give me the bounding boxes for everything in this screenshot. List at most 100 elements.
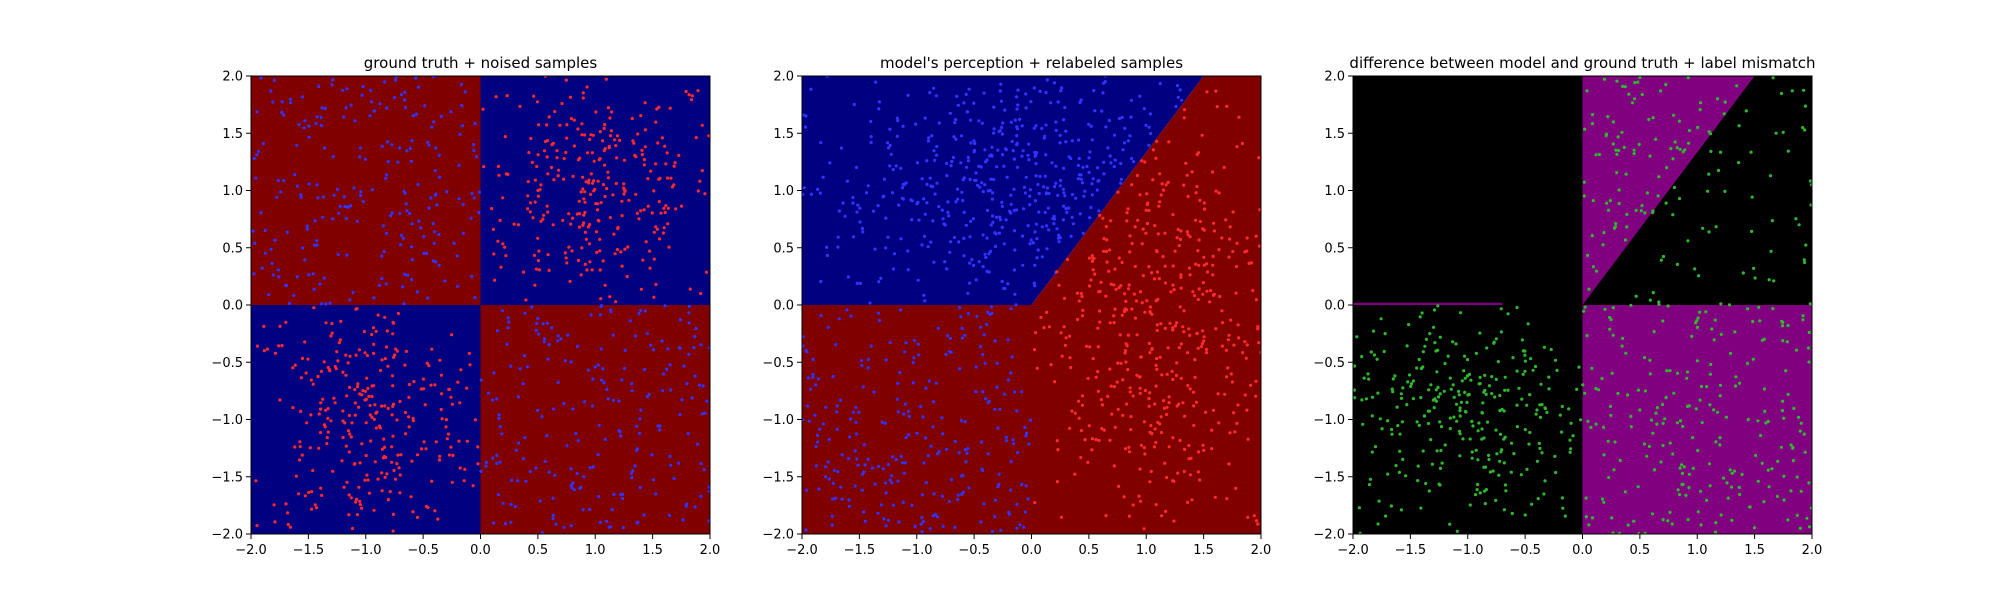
sample-point [321, 195, 326, 199]
sample-point [1012, 442, 1016, 446]
sample-point [1199, 345, 1204, 349]
sample-point [1051, 216, 1055, 221]
sample-point [305, 421, 309, 425]
sample-point [316, 374, 320, 379]
sample-point [363, 398, 367, 402]
sample-point [1487, 457, 1491, 462]
sample-point [1679, 419, 1683, 423]
sample-point [1073, 472, 1077, 476]
sample-point [578, 212, 582, 216]
sample-point [1151, 148, 1155, 152]
sample-point [557, 168, 561, 172]
sample-point [1415, 420, 1419, 424]
sample-point [669, 388, 673, 392]
sample-point [1045, 186, 1050, 190]
sample-point [333, 365, 337, 369]
sample-point [588, 222, 592, 227]
sample-point [294, 474, 298, 478]
sample-point [425, 251, 429, 255]
sample-point [990, 145, 994, 149]
sample-point [1494, 337, 1498, 341]
sample-point [953, 525, 957, 530]
sample-point [700, 123, 704, 127]
sample-point [1659, 89, 1663, 93]
sample-point [491, 227, 495, 231]
y-tick-label: 1.0 [773, 184, 794, 199]
sample-point [1569, 447, 1573, 451]
sample-point [349, 496, 353, 500]
sample-point [1102, 237, 1106, 241]
sample-point [1223, 392, 1227, 396]
sample-point [1691, 466, 1695, 470]
sample-point [1651, 431, 1655, 435]
sample-point [703, 411, 707, 415]
sample-point [1192, 390, 1196, 394]
sample-point [516, 479, 520, 483]
sample-point [853, 484, 857, 488]
sample-point [1058, 141, 1062, 145]
sample-point [316, 196, 320, 200]
sample-point [968, 118, 973, 122]
sample-point [1620, 130, 1624, 134]
sample-point [986, 189, 990, 193]
sample-point [588, 137, 592, 142]
sample-point [1795, 513, 1799, 518]
sample-point [1690, 334, 1694, 338]
sample-point [1724, 415, 1728, 419]
sample-point [811, 357, 815, 362]
sample-point [363, 389, 367, 393]
sample-point [374, 426, 378, 430]
sample-point [531, 216, 535, 220]
sample-point [303, 340, 307, 344]
sample-point [1155, 367, 1159, 371]
sample-point [1013, 248, 1017, 252]
sample-point [642, 158, 647, 162]
sample-point [500, 432, 504, 436]
sample-point [986, 400, 990, 404]
sample-point [956, 498, 960, 502]
sample-point [678, 412, 682, 417]
sample-point [1424, 337, 1428, 341]
sample-point [379, 368, 383, 373]
sample-point [1097, 179, 1101, 183]
sample-point [654, 282, 658, 287]
sample-point [665, 367, 669, 371]
sample-point [536, 188, 540, 193]
sample-point [1733, 384, 1738, 388]
sample-point [386, 498, 390, 502]
sample-point [861, 385, 865, 389]
sample-point [617, 399, 621, 403]
sample-point [1034, 162, 1038, 166]
sample-point [1012, 268, 1017, 272]
sample-point [345, 394, 349, 398]
sample-point [1037, 191, 1041, 196]
sample-point [999, 82, 1003, 86]
sample-point [964, 460, 968, 464]
sample-point [551, 516, 555, 521]
sample-point [315, 115, 319, 119]
sample-point [1604, 132, 1609, 136]
sample-point [272, 78, 276, 82]
sample-point [259, 76, 263, 80]
sample-point [312, 287, 316, 291]
sample-point [567, 245, 571, 249]
sample-point [992, 105, 996, 109]
sample-point [1028, 194, 1032, 198]
sample-point [924, 436, 928, 440]
sample-point [506, 316, 510, 320]
sample-point [945, 161, 949, 165]
sample-point [1004, 439, 1009, 443]
sample-point [1693, 267, 1697, 271]
sample-point [694, 326, 698, 331]
sample-point [319, 115, 323, 120]
sample-point [382, 437, 386, 441]
sample-point [936, 326, 940, 330]
sample-point [1182, 330, 1186, 334]
sample-point [1016, 103, 1020, 107]
sample-point [403, 98, 407, 102]
sample-point [598, 156, 602, 161]
sample-point [1774, 131, 1778, 135]
sample-point [839, 485, 843, 489]
sample-point [1478, 375, 1482, 379]
sample-point [1127, 445, 1131, 449]
